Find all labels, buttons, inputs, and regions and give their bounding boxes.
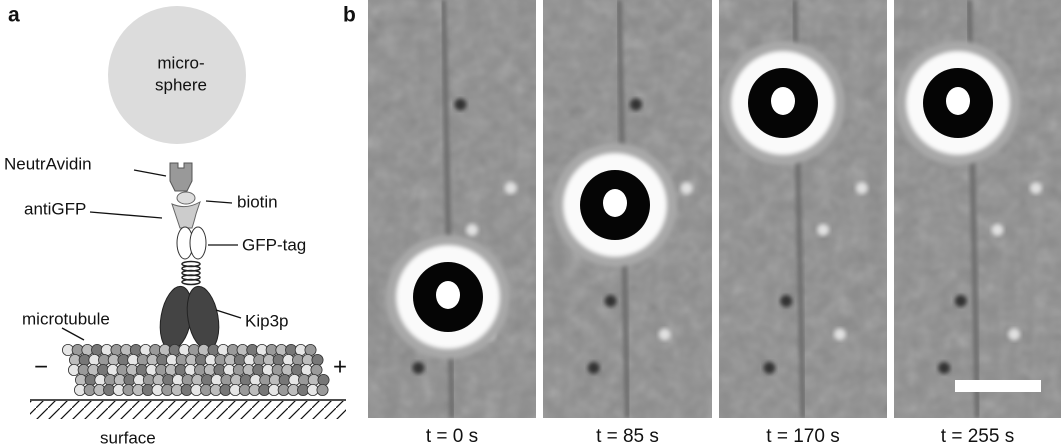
- bead-center: [603, 189, 627, 217]
- spot: [604, 294, 617, 307]
- scale-bar: [955, 380, 1041, 392]
- leader: [133, 169, 167, 177]
- image-panel: [543, 0, 712, 418]
- microtubule-shape: [62, 343, 330, 396]
- label: antiGFP: [24, 199, 86, 218]
- spot: [454, 98, 467, 111]
- time-label: t = 255 s: [941, 426, 1014, 447]
- spot: [504, 182, 517, 195]
- neutravidin-shape: [169, 162, 193, 192]
- tubulin: [310, 363, 323, 376]
- leader: [61, 327, 85, 341]
- spot: [817, 223, 830, 236]
- spot: [991, 223, 1004, 236]
- leader: [89, 211, 163, 219]
- image-series: t = 0 s t = 85 s t = 170 s t = 255 s: [368, 0, 1061, 447]
- label: Kip3p: [245, 311, 288, 330]
- spot: [833, 328, 846, 341]
- time-label: t = 85 s: [596, 426, 659, 447]
- tubulin: [316, 383, 329, 396]
- label: microtubule: [22, 309, 110, 328]
- minus-end: −: [34, 353, 48, 380]
- time-label: t = 0 s: [426, 426, 478, 447]
- spot: [658, 328, 671, 341]
- antigfp-shape: [171, 200, 201, 229]
- bead-center: [771, 87, 795, 115]
- panel-label: b: [343, 4, 356, 27]
- tubulin: [304, 343, 317, 356]
- spot: [855, 182, 868, 195]
- spot: [1008, 328, 1021, 341]
- spot: [780, 294, 793, 307]
- spot: [763, 361, 776, 374]
- panel-label: a: [8, 4, 20, 27]
- sphere-label: sphere: [155, 75, 207, 94]
- label: NeutrAvidin: [4, 154, 92, 173]
- image-panel: [368, 0, 536, 418]
- spot: [680, 182, 693, 195]
- bead-center: [436, 281, 460, 309]
- label: GFP-tag: [242, 235, 306, 254]
- spot: [1029, 182, 1042, 195]
- spot: [587, 361, 600, 374]
- microsphere: [108, 6, 246, 144]
- spot: [938, 361, 951, 374]
- image-panel: [719, 0, 887, 418]
- bead-center: [946, 87, 970, 115]
- spot: [954, 294, 967, 307]
- spot: [629, 98, 642, 111]
- time-label: t = 170 s: [766, 426, 839, 447]
- plus-end: +: [333, 353, 347, 380]
- tubulin: [311, 353, 324, 366]
- surface-hatch: [30, 401, 346, 419]
- biotin-shape: [176, 191, 196, 205]
- sphere-label: micro-: [157, 53, 204, 72]
- spot: [466, 223, 479, 236]
- tubulin: [317, 373, 330, 386]
- spot: [412, 361, 425, 374]
- leader: [215, 309, 242, 319]
- label: biotin: [237, 192, 278, 211]
- gfp-shape: [189, 226, 207, 260]
- schematic: a micro- sphere NeutrAvidin biotin antiG…: [4, 4, 347, 448]
- leader: [205, 200, 233, 204]
- coil-turn: [181, 278, 201, 286]
- label: surface: [100, 428, 156, 447]
- linker: [181, 260, 201, 286]
- image-panel: [894, 0, 1061, 418]
